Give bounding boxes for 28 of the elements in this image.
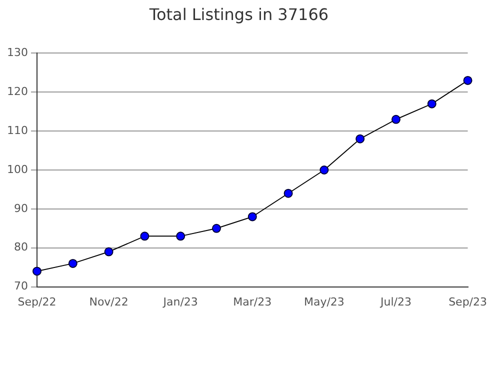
point	[104, 247, 114, 256]
x-tick-label: Jan/23	[162, 295, 198, 308]
y-tick-label: 100	[6, 162, 28, 176]
point	[176, 232, 186, 241]
y-tick-label: 80	[14, 240, 28, 254]
x-tick-label: Jul/23	[379, 295, 412, 308]
point	[284, 188, 293, 198]
point	[68, 258, 78, 268]
y-tick-label: 70	[14, 280, 28, 293]
y-tick-label: 120	[6, 84, 28, 98]
point	[356, 134, 365, 144]
point	[248, 212, 257, 222]
y-tick-label: 110	[6, 124, 28, 137]
x-tick-label: Nov/22	[89, 295, 128, 308]
x-tick-label: Mar/23	[233, 295, 272, 308]
point	[140, 232, 150, 241]
y-tick-label: 130	[6, 46, 28, 60]
point	[320, 166, 329, 174]
x-tick-label: Sep/22	[18, 295, 56, 308]
chart-title: Total Listings in 37166	[148, 4, 329, 24]
point	[463, 76, 472, 85]
x-tick-label: May/23	[304, 295, 344, 308]
point	[32, 266, 42, 276]
y-tick-label: 90	[14, 202, 28, 215]
point	[427, 99, 436, 108]
point	[391, 114, 400, 124]
point	[212, 224, 221, 233]
x-tick-label: Sep/23	[448, 295, 487, 308]
